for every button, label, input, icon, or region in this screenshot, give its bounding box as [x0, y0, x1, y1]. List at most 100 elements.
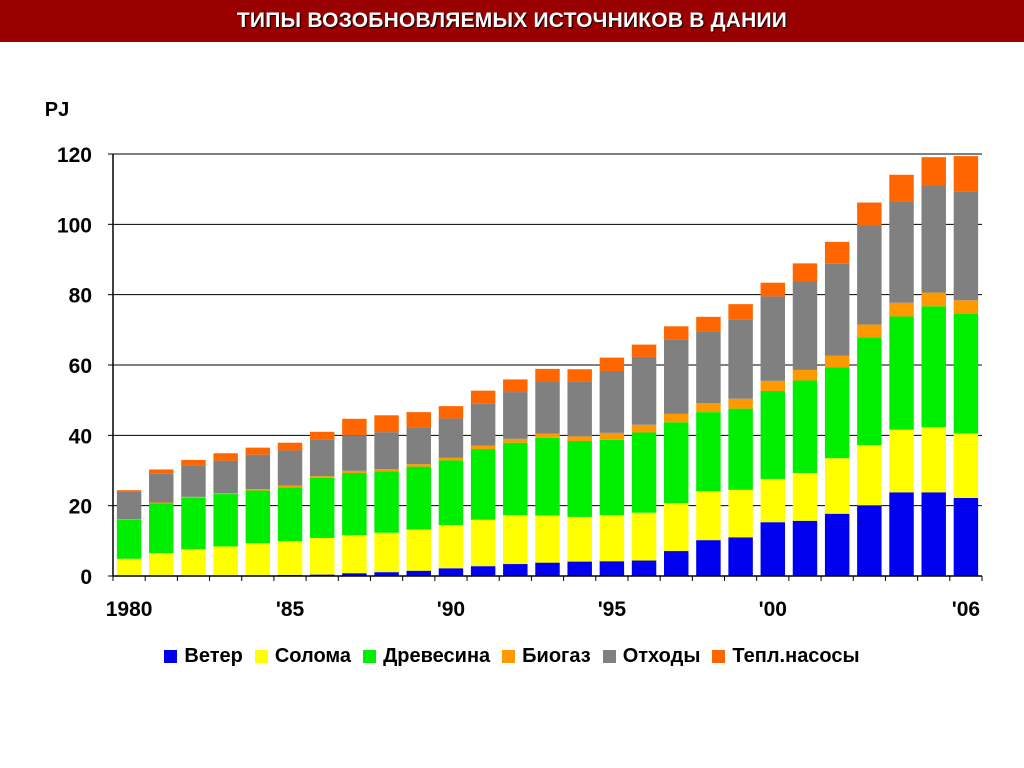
bar-segment [953, 156, 979, 192]
bar-segment [889, 201, 914, 303]
bar-segment [503, 392, 528, 439]
bar-segment [181, 465, 206, 497]
bar-segment [664, 326, 689, 340]
bar-segment [664, 551, 689, 576]
bar-segment [728, 304, 753, 320]
bar-segment [438, 418, 464, 458]
y-tick-label: 120 [57, 144, 92, 167]
bar-segment [470, 449, 496, 520]
bar-segment [599, 357, 625, 371]
legend-item: Древесина [363, 645, 490, 668]
bar-segment [857, 505, 882, 576]
bar-segment [631, 560, 657, 576]
bar-segment [921, 427, 946, 493]
legend-swatch [254, 650, 268, 663]
bar-segment [599, 561, 625, 576]
x-tick-label: 1980 [106, 598, 153, 621]
legend-item: Тепл.насосы [712, 645, 860, 668]
chart-title: ТИПЫ ВОЗОБНОВЛЯЕМЫХ ИСТОЧНИКОВ В ДАНИИ [236, 9, 788, 32]
bar-segment [567, 561, 592, 576]
bar-segment [503, 442, 528, 516]
bar-segment [309, 439, 335, 477]
bar-segment [760, 282, 786, 297]
bar-segment [245, 490, 271, 544]
bar-segment [631, 424, 657, 433]
bar-segment [728, 489, 753, 538]
bar-segment [889, 492, 914, 576]
bar-segment [374, 532, 399, 573]
bar-segment [149, 503, 174, 554]
bar-segment [277, 450, 303, 486]
legend-item: Солома [254, 645, 352, 668]
x-tick-label: '06 [952, 598, 980, 621]
legend-label: Отходы [622, 645, 701, 667]
bar-segment [116, 519, 142, 559]
bar-segment [889, 316, 914, 430]
bar-segment [631, 432, 657, 513]
bar-segment [664, 339, 689, 414]
legend: Ветер Солома Древесина Биогаз Отходы Тепл.нас… [0, 645, 1024, 668]
bar-segment [470, 403, 496, 446]
bar-segment [470, 519, 496, 567]
bar-segment [149, 553, 174, 576]
bar-segment [342, 535, 367, 574]
bar-segment [728, 319, 753, 399]
bar-segment [406, 464, 431, 467]
bar-segment [149, 502, 174, 504]
legend-item: Биогаз [502, 645, 591, 668]
bar-segment [792, 380, 818, 473]
y-tick-label: 60 [69, 355, 92, 378]
bar-segment [857, 445, 882, 506]
bar-segment [921, 292, 946, 307]
bar-segment [792, 472, 818, 521]
bar-segment [309, 477, 335, 539]
bar-segment [149, 473, 174, 503]
bar-segment [535, 368, 560, 382]
bar-segment [631, 356, 657, 425]
bar-segment [503, 438, 528, 443]
bar-segment [664, 413, 689, 423]
bar-segment [953, 191, 979, 301]
bar-segment [953, 433, 979, 498]
bar-segment [309, 431, 335, 440]
legend-swatch [164, 650, 178, 663]
y-tick-label: 20 [69, 496, 92, 519]
legend-label: Ветер [184, 645, 243, 667]
bar-segment [567, 381, 592, 437]
bar-segment [181, 549, 206, 576]
bar-segment [116, 491, 142, 520]
bar-segment [213, 460, 238, 494]
bar-segment [567, 440, 592, 517]
bar-segment [213, 494, 238, 547]
bar-segment [374, 469, 399, 472]
bar-segment [599, 515, 625, 562]
stacked-bar-chart: PJ 0 20 40 60 80 100 120 1980 '85 '90 '95 '00 '06 [45, 99, 983, 621]
bar-segment [953, 300, 979, 315]
bar-segment [792, 282, 818, 370]
bar-segment [824, 458, 850, 514]
bar-segment [406, 529, 431, 571]
bar-segment [696, 540, 721, 576]
legend-label: Тепл.насосы [732, 645, 860, 667]
bar-segment [406, 570, 431, 576]
bar-segment [921, 492, 946, 576]
legend-label: Биогаз [522, 645, 591, 667]
bar-segment [664, 422, 689, 504]
bar-segment [535, 433, 560, 438]
bar-segment [374, 415, 399, 433]
bar-segment [857, 337, 882, 446]
bar-segment [245, 489, 271, 491]
bar-segment [503, 379, 528, 393]
bar-segment [664, 503, 689, 552]
bar-segment [599, 432, 625, 440]
bar-segment [728, 408, 753, 490]
bar-segment [728, 398, 753, 409]
bar-segment [213, 493, 238, 495]
legend-label: Солома [274, 645, 352, 667]
bar-segment [342, 470, 367, 473]
bar-segment [277, 485, 303, 488]
bar-segment [760, 478, 786, 523]
bar-segment [857, 225, 882, 325]
bar-segment [470, 445, 496, 450]
bar-segment [309, 538, 335, 575]
